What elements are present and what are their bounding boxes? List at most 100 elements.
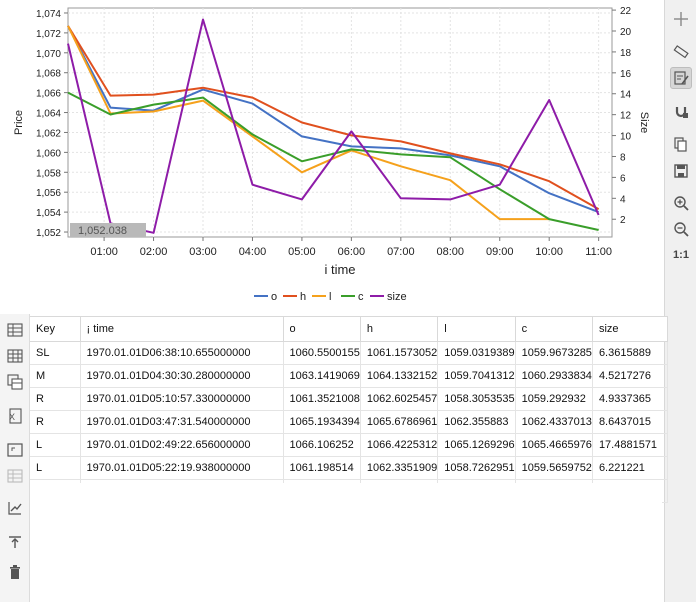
column-header-l[interactable]: l [437, 316, 516, 342]
cell-c[interactable]: 1059.9673285 [515, 341, 593, 365]
cell-o[interactable]: 1061.3521008 [283, 387, 361, 411]
chart-line-icon[interactable] [5, 498, 25, 518]
y2-tick-label: 16 [620, 69, 632, 80]
cell-time[interactable]: 1970.01.01D05:22:19.938000000 [80, 456, 284, 480]
y2-tick-label: 10 [620, 132, 632, 143]
cell-o[interactable]: 1066.106252 [283, 433, 361, 457]
table-row[interactable]: L 1970.01.01D02:49:22.656000000 1066.10625… [30, 433, 668, 457]
cell-h[interactable]: 1062.3351909 [360, 456, 439, 480]
plot-area [67, 7, 613, 238]
column-header-c[interactable]: c [515, 316, 593, 342]
cell-time[interactable]: 1970.01.01D04:30:30.280000000 [80, 364, 284, 388]
table-row[interactable]: R 1970.01.01D05:10:57.330000000 1061.35210… [30, 387, 668, 411]
cell-time[interactable]: 1970.01.01D05:10:57.330000000 [80, 387, 284, 411]
y-tick-label: 1,052 [36, 228, 61, 239]
series-line-c[interactable] [67, 91, 599, 231]
y-tick-label: 1,072 [36, 29, 61, 40]
cell-time[interactable]: 1970.01.01D06:38:10.655000000 [80, 341, 284, 365]
cell-c[interactable]: 1059.5659752 [515, 456, 593, 480]
y-tick-label: 1,068 [36, 69, 61, 80]
table-body: SL 1970.01.01D06:38:10.655000000 1060.5500… [30, 341, 668, 503]
cell-size[interactable]: 6.3615889 [592, 341, 668, 365]
x-tick-label: 01:00 [90, 246, 118, 258]
cell-key[interactable]: L [30, 433, 81, 457]
column-header-o[interactable]: o [283, 316, 361, 342]
y2-tick-label: 6 [620, 173, 626, 184]
expand-icon[interactable] [5, 440, 25, 460]
y2-tick-label: 4 [620, 194, 626, 205]
x-tick-label: 09:00 [486, 246, 514, 258]
cell-o[interactable]: 1060.5500155 [283, 341, 361, 365]
y2-tick-label: 22 [620, 6, 632, 17]
cell-key[interactable]: L [30, 456, 81, 480]
cell-c[interactable]: 1060.2933834 [515, 364, 593, 388]
cell-o[interactable]: 1065.1934394 [283, 410, 361, 434]
cell-h[interactable]: 1064.1332152 [360, 364, 439, 388]
table-view-icon[interactable] [5, 320, 25, 340]
copy-icon[interactable] [670, 133, 692, 155]
y-tick-label: 1,058 [36, 168, 61, 179]
cell-size[interactable]: 17.4881571 [592, 433, 668, 457]
cell-c[interactable]: 1059.292932 [515, 387, 593, 411]
y-tick-label: 1,064 [36, 109, 61, 120]
zoom-in-icon[interactable] [670, 192, 692, 214]
delete-icon[interactable] [5, 562, 25, 582]
export-excel-icon[interactable]: X [5, 406, 25, 426]
cell-size[interactable]: 4.5217276 [592, 364, 668, 388]
legend-label-size: size [387, 291, 407, 303]
series-line-h[interactable] [67, 25, 600, 210]
edit-chart-icon[interactable] [670, 67, 692, 89]
cell-h[interactable]: 1066.4225312 [360, 433, 439, 457]
legend-label-c: c [358, 291, 364, 303]
cell-h[interactable]: 1065.6786961 [360, 410, 439, 434]
cell-h[interactable]: 1062.6025457 [360, 387, 439, 411]
cell-c[interactable]: 1065.4665976 [515, 433, 593, 457]
cell-size[interactable]: 6.221221 [592, 456, 668, 480]
cell-c[interactable]: 1062.4337013 [515, 410, 593, 434]
legend-label-h: h [300, 291, 306, 303]
cell-l[interactable]: 1058.7262951 [437, 456, 516, 480]
cell-time[interactable]: 1970.01.01D02:49:22.656000000 [80, 433, 284, 457]
cell-size[interactable]: 8.6437015 [592, 410, 668, 434]
series-line-l[interactable] [67, 25, 550, 221]
cell-key[interactable]: SL [30, 341, 81, 365]
cell-l[interactable]: 1059.0319389 [437, 341, 516, 365]
cell-l[interactable]: 1062.355883 [437, 410, 516, 434]
cell-o[interactable]: 1063.1419069 [283, 364, 361, 388]
move-top-icon[interactable] [5, 532, 25, 552]
column-header-key[interactable]: Key [30, 316, 81, 342]
table-row[interactable]: L 1970.01.01D05:22:19.938000000 1061.19851… [30, 456, 668, 480]
cell-key[interactable]: R [30, 410, 81, 434]
legend-label-l: l [329, 291, 331, 303]
cell-size[interactable]: 4.9337365 [592, 387, 668, 411]
cell-o[interactable]: 1061.198514 [283, 456, 361, 480]
line-chart[interactable]: 1,052 1,054 1,056 1,058 1,060 1,062 1,064 1,066… [0, 0, 664, 314]
table-row[interactable]: SL 1970.01.01D06:38:10.655000000 1060.5500… [30, 341, 668, 365]
table-row[interactable]: M 1970.01.01D04:30:30.280000000 1063.14190… [30, 364, 668, 388]
cell-l[interactable]: 1058.3053535 [437, 387, 516, 411]
column-header-size[interactable]: size [592, 316, 668, 342]
cell-key[interactable]: M [30, 364, 81, 388]
cell-l[interactable]: 1059.7041312 [437, 364, 516, 388]
y2-axis-title: Size [638, 112, 650, 133]
column-header-h[interactable]: h [360, 316, 439, 342]
y2-tick-label: 14 [620, 90, 632, 101]
zoom-out-icon[interactable] [670, 218, 692, 240]
series-line-size[interactable] [67, 18, 600, 234]
y2-tick-label: 2 [620, 215, 626, 226]
column-header-time[interactable]: ¡ time [80, 316, 284, 342]
cell-h[interactable]: 1061.1573052 [360, 341, 439, 365]
table-row[interactable]: R 1970.01.01D03:47:31.540000000 1065.19343… [30, 410, 668, 434]
crosshair-icon[interactable] [670, 8, 692, 30]
save-icon[interactable] [670, 160, 692, 182]
ruler-icon[interactable] [670, 40, 692, 62]
cell-time[interactable]: 1970.01.01D03:47:31.540000000 [80, 410, 284, 434]
y-tick-label: 1,056 [36, 188, 61, 199]
magnet-icon[interactable] [670, 100, 692, 122]
cell-l[interactable]: 1065.1269296 [437, 433, 516, 457]
cell-key[interactable]: R [30, 387, 81, 411]
reset-zoom-icon[interactable]: 1:1 [670, 244, 692, 266]
grid-view-icon[interactable] [5, 346, 25, 366]
pivot-view-icon[interactable] [5, 372, 25, 392]
chart-panel: 1,052 1,054 1,056 1,058 1,060 1,062 1,064 1,066… [0, 0, 664, 314]
